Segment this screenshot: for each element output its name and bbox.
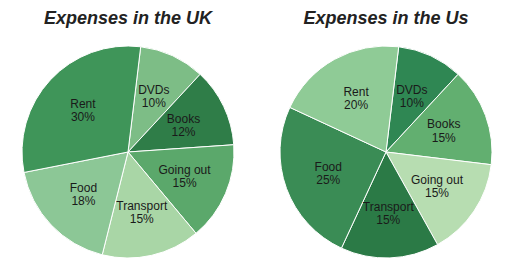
pie-slice: [386, 74, 492, 164]
data-label: Books15%: [427, 117, 460, 144]
slices: [280, 46, 492, 258]
data-label: Books12%: [167, 112, 200, 139]
slice-name: DVDs: [396, 83, 427, 97]
data-label: Food18%: [70, 181, 97, 208]
data-label: Going out15%: [411, 173, 464, 200]
slice-value: 15%: [173, 176, 197, 190]
data-label: Rent20%: [343, 85, 369, 112]
slice-name: Transport: [363, 200, 415, 214]
slice-name: Rent: [70, 97, 96, 111]
data-label: Rent30%: [70, 97, 96, 124]
slice-name: Going out: [159, 163, 212, 177]
slice-value: 18%: [71, 194, 95, 208]
slice-labels: DVDs10%Books12%Going out15%Transport15%F…: [70, 83, 211, 226]
slice-value: 15%: [130, 212, 154, 226]
slice-name: Going out: [411, 173, 464, 187]
data-label: Transport15%: [363, 200, 415, 227]
pie-chart: Expenses in the UKDVDs10%Books12%Going o…: [22, 8, 234, 258]
pie-chart: Expenses in the UsDVDs10%Books15%Going o…: [280, 8, 492, 258]
slice-value: 15%: [376, 213, 400, 227]
slice-value: 15%: [432, 131, 456, 145]
chart-title: Expenses in the UK: [44, 8, 214, 28]
data-label: Transport15%: [116, 199, 168, 226]
slice-name: DVDs: [138, 83, 169, 97]
slice-name: Food: [315, 160, 342, 174]
slice-value: 30%: [71, 110, 95, 124]
chart-title: Expenses in the Us: [303, 8, 468, 28]
data-label: Going out15%: [159, 163, 212, 190]
slice-value: 12%: [171, 125, 195, 139]
slice-name: Rent: [343, 85, 369, 99]
slice-value: 20%: [344, 98, 368, 112]
slice-name: Food: [70, 181, 97, 195]
slice-name: Books: [167, 112, 200, 126]
canvas: Expenses in the UKDVDs10%Books12%Going o…: [0, 0, 512, 262]
pie-slice: [22, 46, 141, 172]
slices: [22, 46, 234, 258]
data-label: DVDs10%: [138, 83, 169, 110]
slice-labels: DVDs10%Books15%Going out15%Transport15%F…: [315, 83, 464, 227]
slice-value: 15%: [425, 186, 449, 200]
slice-value: 25%: [316, 173, 340, 187]
slice-name: Books: [427, 117, 460, 131]
pie-slice: [290, 46, 399, 152]
slice-value: 10%: [142, 96, 166, 110]
slice-name: Transport: [116, 199, 168, 213]
data-label: DVDs10%: [396, 83, 427, 110]
pie-slice: [128, 74, 234, 152]
slice-value: 10%: [400, 96, 424, 110]
data-label: Food25%: [315, 160, 342, 187]
